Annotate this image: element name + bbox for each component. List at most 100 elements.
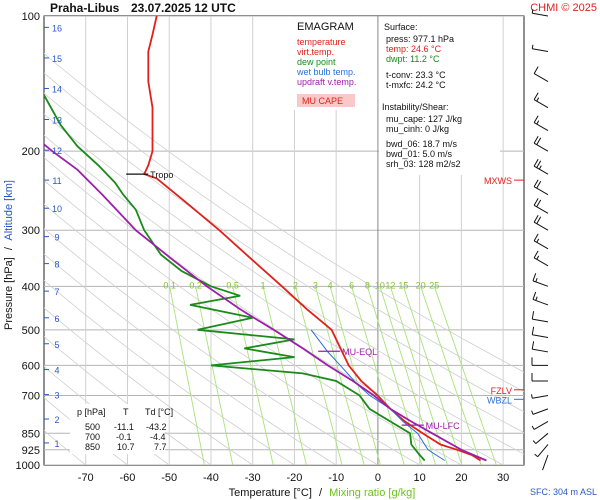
wind-barb-staff xyxy=(533,221,549,231)
summary-table: p [hPa] T Td [°C] 500 -11.1 -43.2 700 -0… xyxy=(70,404,173,454)
mixing-ratio-line xyxy=(433,286,497,465)
legend-item-virt-temp: virt.temp. xyxy=(297,47,334,57)
altitude-tick-label: 8 xyxy=(54,260,59,270)
wind-barb xyxy=(533,158,549,175)
mixing-ratio-line xyxy=(389,286,448,465)
wind-barb-staff xyxy=(535,432,549,444)
altitude-tick-label: 2 xyxy=(54,415,59,425)
pressure-tick-label: 600 xyxy=(22,360,40,372)
wind-barb-flag xyxy=(531,410,534,415)
mixing-ratio-label: 25 xyxy=(429,281,439,291)
table-cell: -0.1 xyxy=(116,432,132,442)
wind-barb-staff xyxy=(533,186,549,196)
altitude-tick-label: 10 xyxy=(52,204,62,214)
altitude-tick-label: 16 xyxy=(52,23,62,33)
mixing-ratio-line xyxy=(329,286,381,465)
wind-barb xyxy=(533,215,549,231)
altitude-tick-label: 11 xyxy=(52,176,61,186)
legend-item-temperature: temperature xyxy=(297,37,346,47)
mixing-ratio-label: 12 xyxy=(385,281,395,291)
wind-barb-flag xyxy=(536,199,542,208)
wind-barb xyxy=(533,115,549,132)
mixing-ratio-label: 15 xyxy=(398,281,408,291)
altitude-tick-label: 13 xyxy=(52,115,62,125)
legend-item-dew-point: dew point xyxy=(297,57,336,67)
mixing-ratio-label: 1 xyxy=(260,281,265,291)
table-cell: 700 xyxy=(85,432,100,442)
wind-barb-staff xyxy=(533,165,549,175)
y-axis-title-altitude: Altitude [km] xyxy=(3,180,15,241)
altitude-tick-label: 5 xyxy=(54,340,59,350)
wind-barb-staff xyxy=(533,240,549,250)
annotation-label: MU-LFC xyxy=(426,421,460,431)
mixing-ratio-label: 8 xyxy=(365,281,370,291)
mixing-ratio-line xyxy=(195,286,234,465)
surface-title: Surface: xyxy=(384,22,418,32)
wind-barb-flag xyxy=(533,179,539,187)
wind-barb xyxy=(531,311,549,323)
mixing-ratio-label: 6 xyxy=(349,281,354,291)
pressure-tick-label: 700 xyxy=(22,390,40,402)
wind-barb-flag xyxy=(536,180,542,189)
wind-barb xyxy=(532,291,549,306)
wind-barb-flag xyxy=(533,158,539,167)
wind-barb-flag xyxy=(536,216,542,224)
wind-barb-flag xyxy=(533,92,539,100)
stat-bwd-06: bwd_06: 18.7 m/s xyxy=(386,139,458,149)
table-cell: -11.1 xyxy=(114,422,134,432)
wind-barb-staff xyxy=(537,444,549,458)
temperature-tick-label: -50 xyxy=(161,472,177,484)
dry-adiabat-line xyxy=(44,203,420,465)
temperature-tick-label: 0 xyxy=(375,472,381,484)
wind-barb-staff xyxy=(532,318,549,323)
wind-barb-flag xyxy=(536,137,542,145)
temperature-tick-label: -60 xyxy=(120,472,136,484)
altitude-tick-label: 1 xyxy=(54,439,59,449)
wind-barb-flag xyxy=(535,296,538,301)
side-label: FZLV xyxy=(491,386,512,396)
mixing-ratio-line xyxy=(294,286,343,465)
wind-barb-staff xyxy=(542,454,549,471)
series-line-dew-point xyxy=(44,94,426,462)
wind-barb-flag xyxy=(533,66,539,74)
wind-barb xyxy=(531,9,549,17)
wind-barb-flag xyxy=(536,120,540,125)
table-cell: -43.2 xyxy=(146,422,167,432)
x-axis-title-temperature: Temperature [°C] xyxy=(229,487,312,499)
dry-adiabat-line xyxy=(44,336,212,465)
pressure-tick-label: 200 xyxy=(22,146,40,158)
wind-barb-staff xyxy=(532,12,549,17)
wind-barb xyxy=(533,179,549,196)
stat-srh-03: srh_03: 128 m2/s2 xyxy=(386,159,461,169)
series-line-updraft-v-temp- xyxy=(44,143,487,462)
instability-title: Instability/Shear: xyxy=(382,102,449,112)
temperature-tick-label: -30 xyxy=(245,472,261,484)
mixing-ratio-line xyxy=(262,286,307,465)
svg-text:Temperature [°C] /: Temperature [°C] / Mixing ratio [g/kg] xyxy=(229,487,416,499)
wind-barb-flag xyxy=(531,9,534,14)
wind-barb-staff xyxy=(533,122,549,132)
wind-barb-staff xyxy=(533,204,549,214)
wind-barb xyxy=(531,357,548,366)
sfc-label: SFC: 304 m ASL xyxy=(530,487,597,497)
wind-barb xyxy=(531,341,549,353)
wind-barb xyxy=(532,432,549,444)
mixing-ratio-line xyxy=(169,286,205,465)
mixing-ratio-label: 10 xyxy=(375,281,385,291)
wind-barb-flag xyxy=(536,238,540,243)
wind-barb-flag xyxy=(532,291,537,300)
mixing-ratio-line xyxy=(366,286,423,465)
wind-barb xyxy=(533,233,549,250)
altitude-tick-label: 12 xyxy=(52,146,62,156)
dry-adiabat-line xyxy=(44,72,524,393)
pressure-tick-label: 100 xyxy=(22,11,40,23)
header: Praha-Libus 23.07.2025 12 UTC CHMI © 202… xyxy=(50,1,597,15)
wind-barb xyxy=(532,273,549,287)
stat-mu-cinh: mu_cinh: 0 J/kg xyxy=(386,124,449,134)
surface-temp: temp: 24.6 °C xyxy=(386,44,442,54)
pressure-tick-label: 500 xyxy=(22,325,40,337)
y-axis-title: Pressure [hPa] / Altitude [km] xyxy=(3,180,15,330)
temperature-tick-label: -20 xyxy=(286,472,302,484)
wind-barb-flag xyxy=(531,394,533,399)
wind-barb xyxy=(531,326,549,338)
